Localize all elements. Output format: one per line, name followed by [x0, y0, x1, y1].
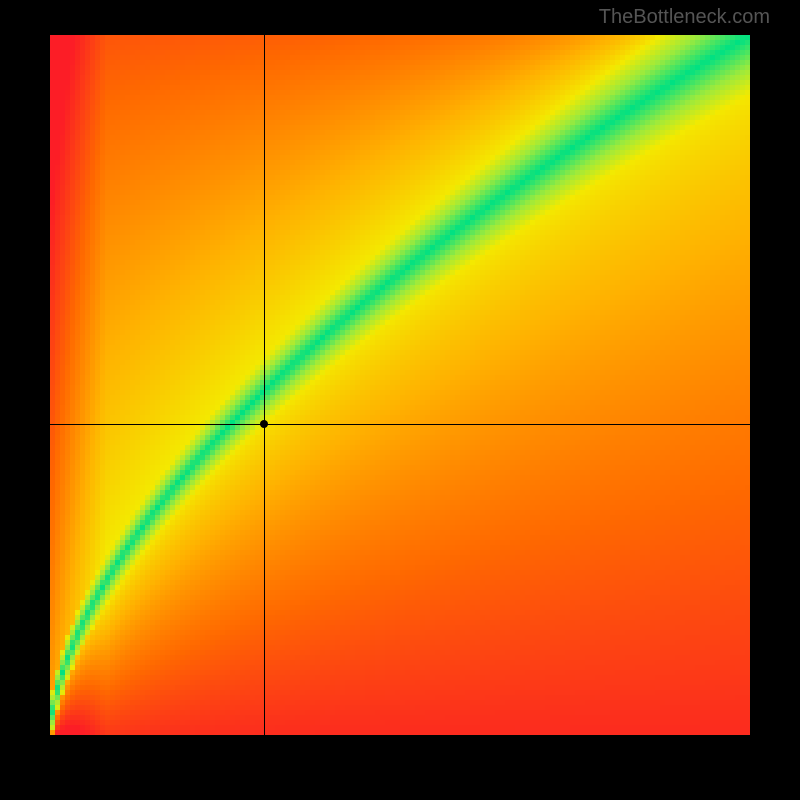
heatmap-canvas	[50, 35, 750, 735]
crosshair-marker	[260, 420, 268, 428]
heatmap-plot	[50, 35, 750, 735]
watermark-text: TheBottleneck.com	[599, 6, 770, 29]
crosshair-vertical	[264, 35, 265, 735]
crosshair-horizontal	[50, 424, 750, 425]
